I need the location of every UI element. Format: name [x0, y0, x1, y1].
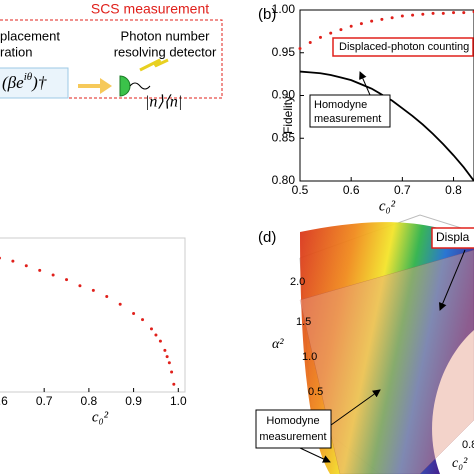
data-point	[308, 40, 312, 44]
data-point	[158, 339, 162, 343]
arrow	[359, 71, 371, 96]
wire	[129, 82, 151, 90]
y-axis-label: Fidelity	[281, 96, 295, 134]
scs-box	[0, 19, 223, 99]
data-point	[318, 35, 322, 39]
tick-label: 1.0	[302, 351, 317, 363]
data-point	[452, 11, 456, 15]
x-tick-label: 0.6	[343, 183, 360, 197]
operator-tail: )†	[31, 73, 47, 92]
schematic-text: placement	[0, 28, 60, 43]
data-point	[370, 19, 374, 23]
data-point	[149, 327, 153, 331]
data-point	[431, 11, 435, 15]
operator: (βeiθ)†	[2, 71, 47, 92]
x-axis-label: c₀²	[92, 409, 109, 425]
data-point	[91, 288, 95, 292]
schematic-text: Photon number	[121, 28, 211, 43]
schematic-text: ration	[0, 44, 33, 59]
callout-box	[255, 409, 332, 449]
data-point	[118, 302, 122, 306]
data-point	[329, 31, 333, 35]
data-point	[380, 17, 384, 21]
y-tick-label: 0.85	[272, 130, 296, 144]
y-tick-label: 0.95	[272, 45, 296, 59]
data-point	[24, 264, 28, 268]
data-point	[421, 12, 425, 16]
data-point	[154, 333, 158, 337]
schematic-text: resolving detector	[114, 44, 217, 59]
y-tick-label: 0.90	[272, 88, 296, 102]
x-axis-label: c₀²	[379, 198, 396, 214]
data-point	[411, 13, 415, 17]
x-tick-label: 0.9	[125, 394, 142, 408]
arrow	[330, 389, 381, 426]
panel-label: (b)	[258, 6, 276, 23]
data-point	[132, 311, 136, 315]
data-point	[165, 355, 169, 359]
arrow	[78, 78, 112, 94]
homodyne-surface	[299, 249, 474, 474]
detector	[119, 75, 131, 97]
tick-label: 0.5	[308, 386, 323, 398]
legend-entry: Homodyne measurement	[314, 99, 381, 125]
operator-box	[0, 67, 69, 99]
x-tick-label: 1.0	[170, 394, 187, 408]
x-tick-label: 0.7	[36, 394, 53, 408]
legend-box	[332, 37, 474, 57]
axis-label: α²	[272, 337, 284, 352]
arrow	[439, 249, 466, 311]
scs-title: SCS measurement	[91, 1, 209, 17]
legend-word: Homodyne	[314, 99, 367, 111]
tick-label: 0.8	[462, 439, 474, 451]
data-point	[349, 24, 353, 28]
data-point	[141, 318, 145, 322]
callout: Displa	[436, 230, 470, 244]
data-point	[167, 361, 171, 365]
legend-entry: Displaced-photon counting	[339, 41, 469, 53]
x-tick-label: 0.7	[394, 183, 411, 197]
legend-box	[309, 94, 391, 128]
data-point	[359, 22, 363, 26]
data-point	[11, 259, 15, 263]
data-point	[170, 370, 174, 374]
operator-sup: iθ	[24, 71, 33, 83]
arrow	[299, 447, 331, 463]
data-point	[400, 14, 404, 18]
data-point	[0, 256, 1, 260]
data-point	[298, 46, 302, 50]
panel-label: (d)	[258, 229, 276, 246]
surface-3d	[255, 214, 474, 474]
data-point	[51, 273, 55, 277]
data-point	[462, 11, 466, 15]
tick-label: 1.5	[296, 316, 311, 328]
operator-base: (βe	[2, 73, 24, 92]
legend-word: measurement	[314, 113, 381, 125]
x-tick-label: 0.8	[445, 183, 462, 197]
axis-label: c₀²	[452, 456, 468, 471]
y-tick-label: 0.80	[272, 173, 296, 187]
x-tick-label: 0.6	[0, 394, 8, 408]
callout: Homodyne	[266, 415, 319, 427]
callout: measurement	[259, 431, 326, 443]
tick-label: 2.0	[290, 276, 305, 288]
x-tick-label: 0.8	[81, 394, 98, 408]
data-point	[163, 348, 167, 352]
callout-box	[431, 227, 474, 249]
data-point	[172, 382, 176, 386]
data-point	[390, 16, 394, 20]
data-point	[65, 278, 69, 282]
data-point	[339, 28, 343, 32]
x-tick-label: 0.5	[292, 183, 309, 197]
plot-frame	[0, 237, 186, 393]
surface	[300, 222, 474, 474]
data-point	[78, 284, 82, 288]
data-point	[105, 295, 109, 299]
data-point	[38, 268, 42, 272]
lightning	[139, 58, 169, 72]
projector: |n⟩⟨n|	[145, 94, 182, 111]
y-tick-label: 1.00	[272, 2, 296, 16]
data-point	[441, 11, 445, 15]
